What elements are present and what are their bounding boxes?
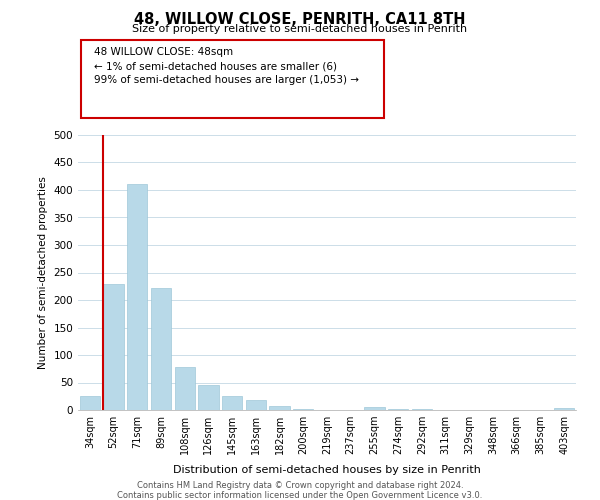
Text: 48, WILLOW CLOSE, PENRITH, CA11 8TH: 48, WILLOW CLOSE, PENRITH, CA11 8TH — [134, 12, 466, 28]
Bar — [199, 385, 218, 410]
FancyBboxPatch shape — [81, 40, 384, 118]
X-axis label: Distribution of semi-detached houses by size in Penrith: Distribution of semi-detached houses by … — [173, 466, 481, 475]
Bar — [364, 406, 385, 410]
Bar — [554, 408, 574, 410]
Y-axis label: Number of semi-detached properties: Number of semi-detached properties — [38, 176, 48, 369]
Bar — [175, 367, 195, 410]
Bar — [388, 409, 408, 410]
Text: Size of property relative to semi-detached houses in Penrith: Size of property relative to semi-detach… — [133, 24, 467, 34]
Bar — [80, 396, 100, 410]
Bar — [222, 396, 242, 410]
Bar — [127, 184, 148, 410]
Bar — [269, 406, 290, 410]
Text: 48 WILLOW CLOSE: 48sqm
← 1% of semi-detached houses are smaller (6)
99% of semi-: 48 WILLOW CLOSE: 48sqm ← 1% of semi-deta… — [94, 48, 359, 86]
Text: Contains HM Land Registry data © Crown copyright and database right 2024.: Contains HM Land Registry data © Crown c… — [137, 481, 463, 490]
Bar — [293, 409, 313, 410]
Bar — [151, 288, 171, 410]
Bar — [103, 284, 124, 410]
Bar — [246, 400, 266, 410]
Text: Contains public sector information licensed under the Open Government Licence v3: Contains public sector information licen… — [118, 491, 482, 500]
